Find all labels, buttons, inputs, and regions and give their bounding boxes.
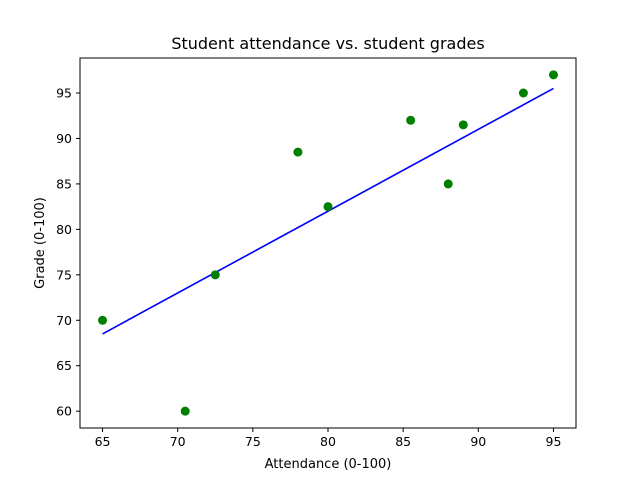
data-point [293, 147, 303, 157]
data-point [323, 202, 333, 212]
data-point [180, 406, 190, 416]
y-tick-label: 80 [56, 222, 72, 237]
fit-line [102, 87, 554, 335]
y-tick-label: 70 [56, 313, 72, 328]
data-point [210, 270, 220, 280]
x-tick-label: 75 [245, 434, 261, 449]
y-axis-label: Grade (0-100) [33, 197, 48, 289]
data-point [518, 88, 528, 98]
x-tick-label: 90 [470, 434, 486, 449]
x-tick-label: 80 [320, 434, 336, 449]
data-point [98, 315, 108, 325]
y-tick-label: 95 [56, 86, 72, 101]
x-tick-label: 95 [546, 434, 562, 449]
y-tick-label: 85 [56, 176, 72, 191]
x-tick-label: 65 [95, 434, 111, 449]
y-tick-label: 65 [56, 358, 72, 373]
data-point [548, 70, 558, 80]
x-tick-label: 85 [395, 434, 411, 449]
data-point [458, 120, 468, 130]
y-tick-label: 75 [56, 267, 72, 282]
chart-title: Student attendance vs. student grades [171, 34, 484, 53]
y-tick-label: 90 [56, 131, 72, 146]
y-tick-label: 60 [56, 404, 72, 419]
x-tick-label: 70 [170, 434, 186, 449]
x-axis-label: Attendance (0-100) [265, 457, 392, 472]
data-point [443, 179, 453, 189]
axes: 65 70 75 80 85 90 95 60 65 70 75 80 85 90 95 [56, 86, 561, 450]
data-marks [98, 70, 558, 416]
plot-frame [79, 57, 577, 429]
data-point [406, 115, 416, 125]
